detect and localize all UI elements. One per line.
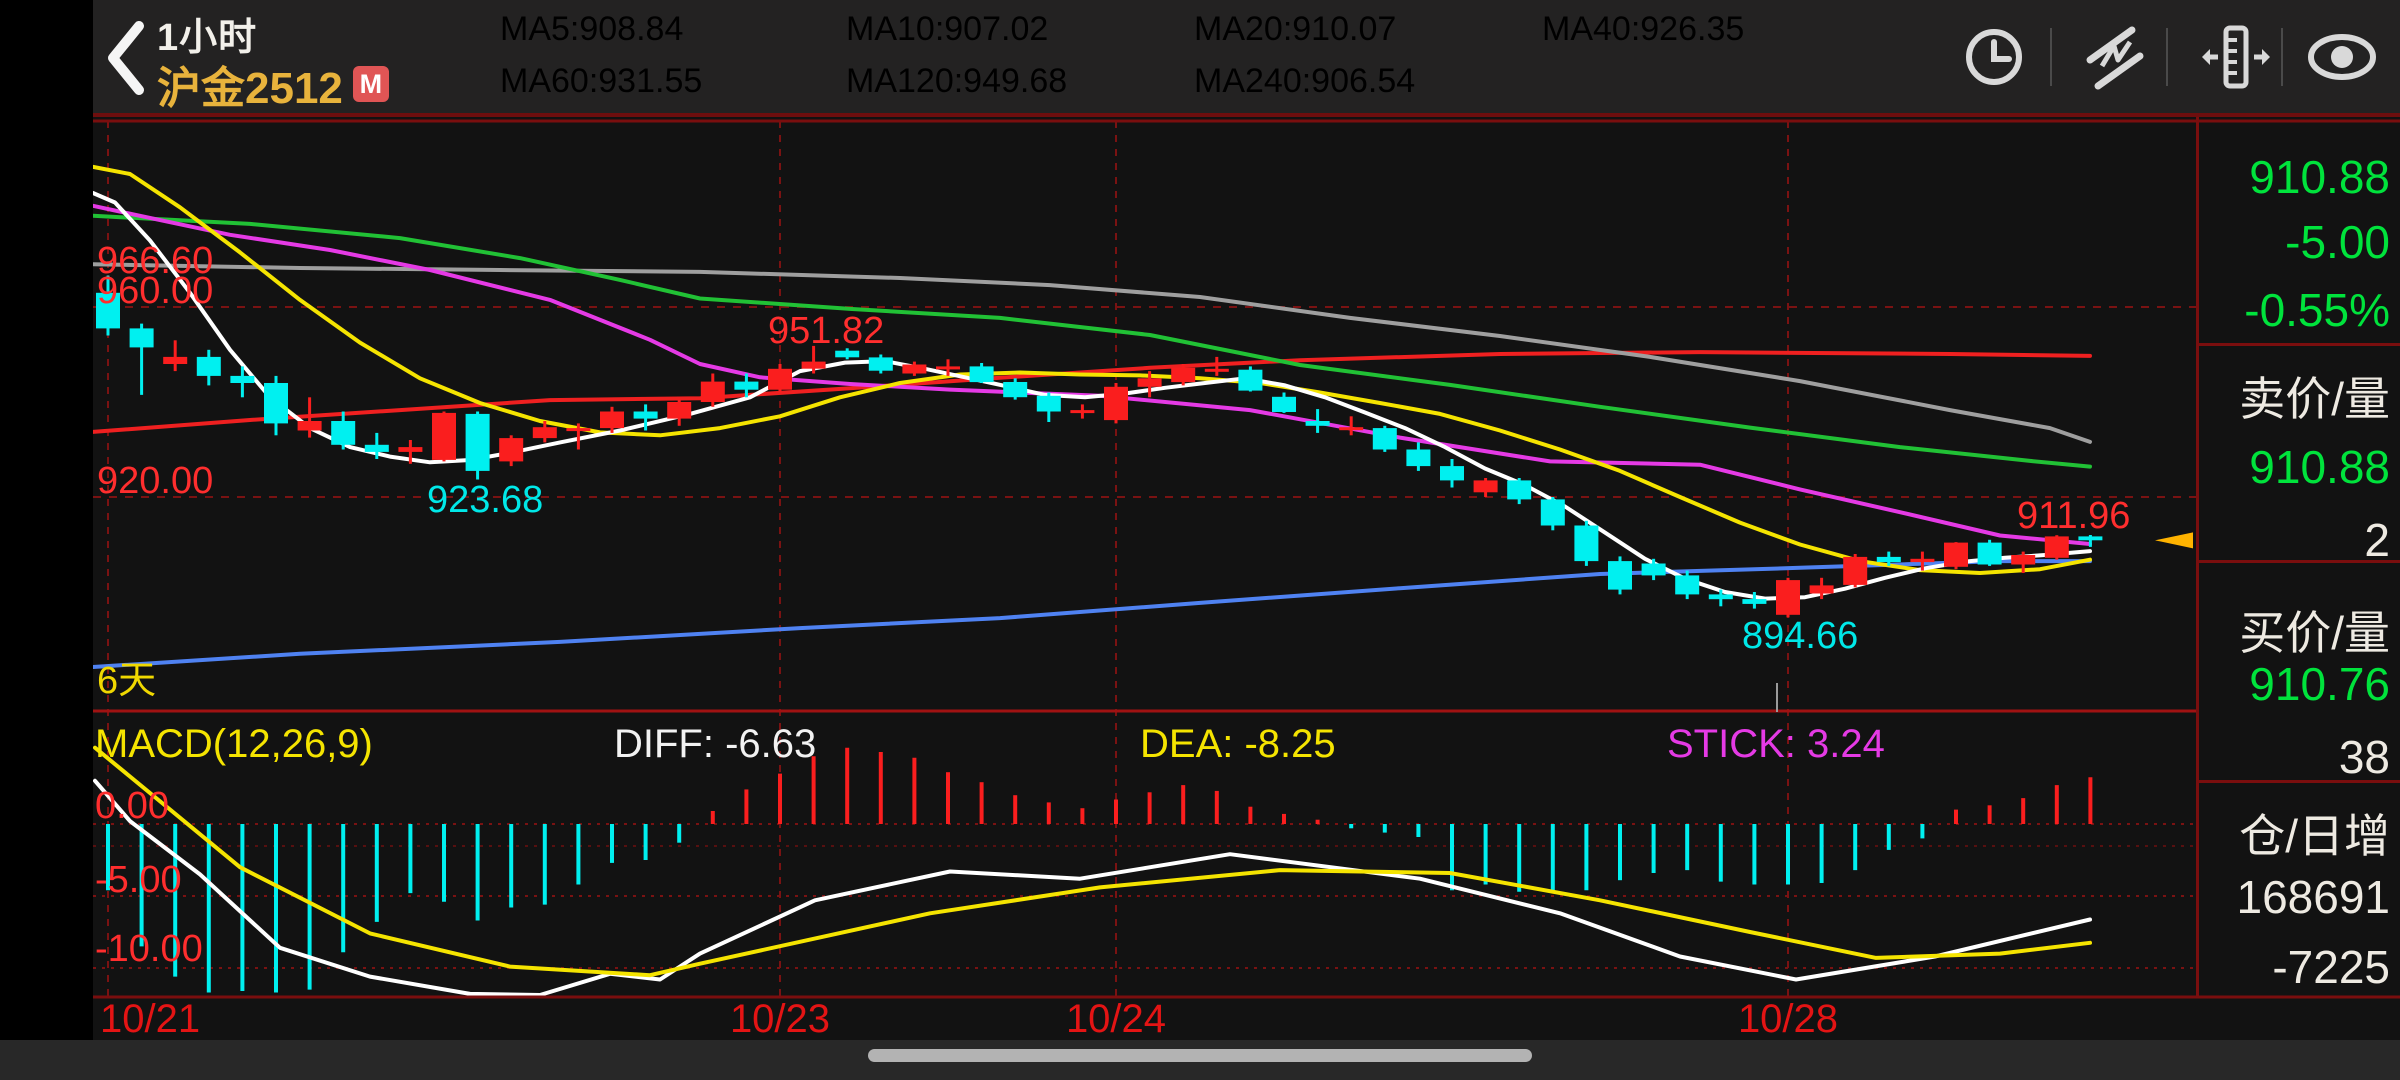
borders-layer (93, 119, 2400, 999)
macd-gridline-label: 0.00 (95, 785, 169, 827)
macd-gridline-label: -10.00 (95, 928, 203, 970)
ma5-legend: MA5:908.84 (500, 10, 684, 48)
chart-annotation: 894.66 (1742, 615, 1858, 657)
notch-strip (0, 0, 93, 1040)
open-interest-value: 168691 (2236, 871, 2391, 923)
contract-row[interactable]: 沪金2512 M (157, 52, 389, 116)
date-axis-label: 10/28 (1738, 997, 1838, 1041)
open-interest-label: 仓/日增 (2239, 810, 2390, 862)
header-divider (2281, 28, 2283, 86)
time-history-button[interactable] (1959, 20, 2029, 94)
date-axis-label: 10/24 (1066, 997, 1166, 1041)
chart-annotation: 911.96 (2017, 495, 2130, 537)
bid-volume: 38 (2338, 731, 2390, 783)
ask-label: 卖价/量 (2239, 373, 2390, 425)
chart-annotation: 951.82 (768, 310, 884, 352)
header-divider (2050, 28, 2052, 86)
panel-divider (2199, 780, 2400, 783)
timeframe-label[interactable]: 1小时 (157, 17, 258, 59)
clock-icon (1966, 29, 2022, 85)
home-indicator[interactable] (868, 1049, 1532, 1062)
chart-annotation: 966.60 (97, 240, 213, 282)
ma-line-ma5 (91, 191, 2092, 601)
date-axis-label: 10/23 (730, 997, 830, 1041)
drawing-tools-button[interactable] (2076, 20, 2146, 94)
contract-name: 沪金2512 (157, 64, 343, 113)
ask-price[interactable]: 910.88 (2249, 441, 2390, 493)
quote-panel: 910.88 -5.00 -0.55% 卖价/量 910.88 2 买价/量 9… (2196, 117, 2400, 998)
scale-ruler-icon (2202, 25, 2270, 89)
bid-label: 买价/量 (2239, 607, 2390, 659)
last-price: 910.88 (2249, 151, 2390, 203)
ma20-legend: MA20:910.07 (1194, 10, 1397, 48)
ma-line-ma20 (91, 203, 2092, 546)
date-axis-label: 10/21 (100, 997, 200, 1041)
chart-annotation: 923.68 (427, 479, 543, 521)
chart-header: 1小时 沪金2512 M MA5:908.84 MA60:931.55 MA10… (93, 0, 2400, 117)
watch-settings-button[interactable] (2307, 20, 2377, 94)
price-gridline-label: 960.00 (97, 270, 213, 312)
price-change-pct: -0.55% (2244, 284, 2390, 336)
ma-line-ma40 (91, 213, 2092, 469)
ma-line-ma60 (91, 262, 2092, 444)
bid-price[interactable]: 910.76 (2249, 658, 2390, 710)
ask-volume: 2 (2364, 514, 2390, 566)
ma60-legend: MA60:931.55 (500, 62, 703, 100)
chart-labels-layer: 960.00 920.00 0.00 -5.00 -10.00 966.60 951.82 9… (95, 240, 2130, 1041)
current-price-marker (2155, 532, 2193, 549)
scale-adjust-button[interactable] (2200, 20, 2270, 94)
panel-divider (2199, 343, 2400, 346)
candles-layer (96, 275, 2103, 618)
chart-annotation: 6天 (97, 660, 156, 702)
open-interest-change: -7225 (2272, 941, 2390, 993)
system-bottom-bar (0, 1040, 2400, 1080)
chart-annotation: STICK: 3.24 (1667, 722, 1885, 766)
ma40-legend: MA40:926.35 (1542, 10, 1745, 48)
price-gridline-label: 920.00 (97, 460, 213, 502)
ma240-legend: MA240:906.54 (1194, 62, 1416, 100)
chart-annotation: MACD(12,26,9) (95, 722, 373, 766)
ma120-legend: MA120:949.68 (846, 62, 1068, 100)
trendline-icon (2086, 26, 2144, 90)
panel-divider (2199, 560, 2400, 563)
header-divider (2166, 28, 2168, 86)
back-button[interactable] (99, 14, 155, 102)
main-contract-badge: M (352, 66, 389, 102)
macd-layer (93, 745, 2093, 997)
back-chevron-icon (108, 21, 144, 95)
chart-annotation: DIFF: -6.63 (614, 722, 816, 766)
eye-icon (2308, 34, 2376, 80)
ma10-legend: MA10:907.02 (846, 10, 1049, 48)
chart-annotation: DEA: -8.25 (1140, 722, 1336, 766)
ma-line-ma120 (91, 350, 2092, 434)
macd-line-dea (93, 745, 2092, 978)
ma-line-ma10 (91, 164, 2092, 575)
macd-gridline-label: -5.00 (95, 859, 182, 901)
price-change: -5.00 (2285, 216, 2390, 268)
macd-line-diff (93, 778, 2092, 997)
